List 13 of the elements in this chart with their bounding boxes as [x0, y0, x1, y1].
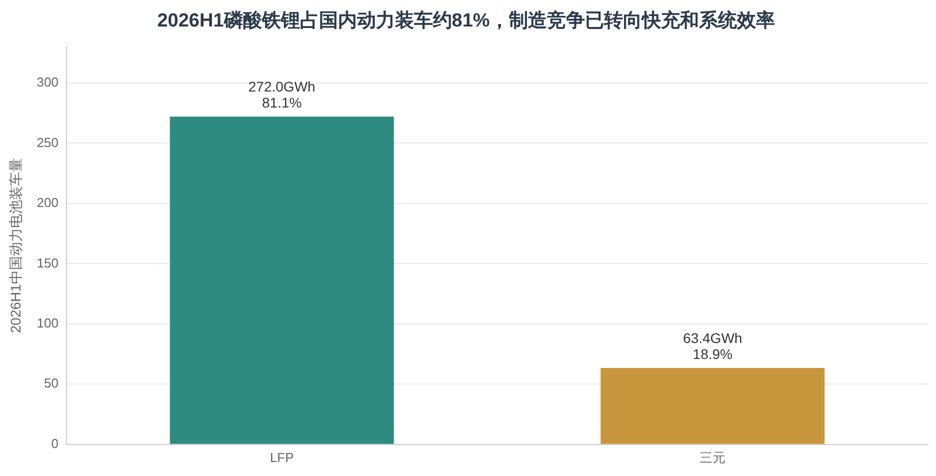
chart-title: 2026H1磷酸铁锂占国内动力装车约81%，制造竞争已转向快充和系统效率 — [157, 10, 775, 32]
y-tick-label: 50 — [44, 376, 58, 391]
y-tick-label: 100 — [36, 315, 58, 330]
x-tick-label: LFP — [270, 450, 294, 465]
y-tick-label: 200 — [36, 195, 58, 210]
y-tick-label: 0 — [51, 436, 58, 451]
y-axis-title: 2026H1中国动力电池装车量 — [7, 158, 24, 334]
y-tick-label: 150 — [36, 255, 58, 270]
x-tick-label: 三元 — [700, 450, 726, 465]
data-label: 272.0GWh 81.1% — [248, 78, 316, 111]
y-tick-label: 250 — [36, 134, 58, 150]
y-tick-label: 300 — [36, 74, 58, 90]
data-label: 63.4GWh 18.9% — [683, 330, 742, 362]
